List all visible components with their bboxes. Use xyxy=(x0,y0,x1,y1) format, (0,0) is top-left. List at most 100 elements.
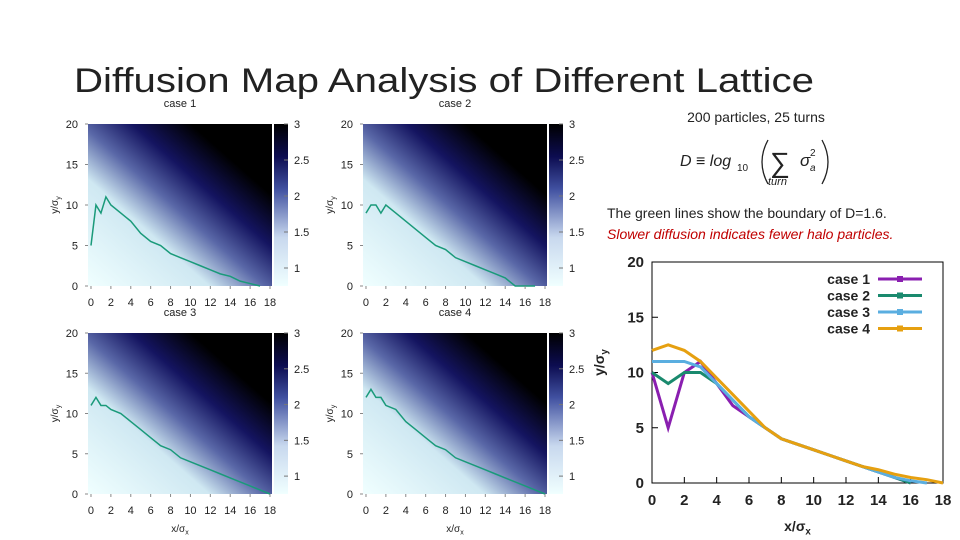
slide-title: Diffusion Map Analysis of Different Latt… xyxy=(74,62,814,100)
info-text: 200 particles, 25 turns xyxy=(687,109,825,125)
x_label-sub: x xyxy=(460,530,464,537)
x_label-sub: x xyxy=(185,530,189,537)
x-tick-label: 12 xyxy=(204,505,216,517)
legend-label: case 1 xyxy=(827,271,870,287)
y-tick-label: 5 xyxy=(72,241,78,253)
x-tick-label: 18 xyxy=(264,297,276,309)
x-tick-label: 18 xyxy=(539,297,551,309)
colorbar xyxy=(274,333,288,494)
legend-marker xyxy=(897,325,903,332)
series-line xyxy=(651,371,912,485)
x-tick-label: 0 xyxy=(363,505,369,517)
heatmap-image xyxy=(363,124,547,286)
colorbar xyxy=(549,124,563,286)
colorbar-tick-label: 3 xyxy=(569,119,575,131)
x-tick-label: 10 xyxy=(805,492,822,509)
colorbar-tick-label: 2.5 xyxy=(569,364,584,376)
series-line xyxy=(650,359,912,485)
series-line xyxy=(651,343,944,485)
x-tick-label: 18 xyxy=(264,505,276,517)
colorbar-tick-label: 2 xyxy=(569,400,575,412)
x-tick-label: 6 xyxy=(423,297,429,309)
x-tick-label: 6 xyxy=(745,492,753,509)
y_label-main: y/σ xyxy=(325,407,336,422)
y_label-sub: y xyxy=(56,196,63,200)
x-tick-label: 2 xyxy=(383,505,389,517)
colorbar-tick-label: 1.5 xyxy=(569,435,584,447)
paren xyxy=(761,139,769,185)
x-tick-label: 4 xyxy=(403,505,409,517)
x-tick-label: 0 xyxy=(88,505,94,517)
x-tick-label: 10 xyxy=(184,297,196,309)
y_label-sub: y xyxy=(56,404,63,408)
y-tick-label: 20 xyxy=(66,328,78,340)
colorbar-tick-label: 2 xyxy=(294,400,300,412)
heatmap-image xyxy=(88,333,272,494)
y_label-main: y/σ xyxy=(50,407,61,422)
x-tick-label: 6 xyxy=(148,505,154,517)
y_label-sub: y xyxy=(331,196,338,200)
y-tick-label: 10 xyxy=(627,365,644,382)
y_label-main: y/σ xyxy=(325,199,336,214)
y-tick-label: 10 xyxy=(66,200,78,212)
colorbar xyxy=(274,124,288,286)
panel-title: case 3 xyxy=(164,307,196,319)
x-tick-label: 4 xyxy=(128,297,134,309)
formula-sum-index: turn xyxy=(768,176,787,188)
colorbar-tick-label: 1.5 xyxy=(294,435,309,447)
colorbar-tick-label: 2 xyxy=(569,191,575,203)
formula-lhs: D ≡ log xyxy=(680,153,731,170)
x-tick-label: 0 xyxy=(648,492,656,509)
x-tick-label: 0 xyxy=(88,297,94,309)
x-tick-label: 16 xyxy=(902,492,919,509)
colorbar-tick-label: 1.5 xyxy=(569,227,584,239)
formula-sum: ∑ xyxy=(770,147,790,178)
note-highlight: Slower diffusion indicates fewer halo pa… xyxy=(607,226,893,242)
y-tick-label: 0 xyxy=(636,475,644,492)
panel-title: case 2 xyxy=(439,98,471,110)
colorbar-tick-label: 3 xyxy=(569,328,575,340)
colorbar-tick-label: 2.5 xyxy=(294,155,309,167)
x-tick-label: 14 xyxy=(224,297,236,309)
boundary-line xyxy=(365,387,546,495)
x-tick-label: 12 xyxy=(479,505,491,517)
y-tick-label: 10 xyxy=(341,200,353,212)
colorbar-tick-label: 3 xyxy=(294,119,300,131)
y-tick-label: 20 xyxy=(341,119,353,131)
y_label: y/σy xyxy=(50,404,63,422)
legend-label: case 4 xyxy=(827,321,870,337)
y_label-main: y/σ xyxy=(50,199,61,214)
x-tick-label: 8 xyxy=(442,297,448,309)
colorbar-tick-label: 1 xyxy=(294,263,300,275)
y-tick-label: 5 xyxy=(347,449,353,461)
x_label-sub: x xyxy=(805,527,811,538)
panel-title: case 4 xyxy=(439,307,471,319)
x-tick-label: 2 xyxy=(383,297,389,309)
x-tick-label: 2 xyxy=(108,297,114,309)
x-tick-label: 14 xyxy=(499,505,511,517)
x-tick-label: 14 xyxy=(870,492,887,509)
colorbar-tick-label: 3 xyxy=(294,328,300,340)
colorbar-tick-label: 1 xyxy=(569,263,575,275)
x-tick-label: 6 xyxy=(148,297,154,309)
x-tick-label: 2 xyxy=(680,492,688,509)
x-tick-label: 4 xyxy=(128,505,134,517)
x-tick-label: 14 xyxy=(499,297,511,309)
y-tick-label: 10 xyxy=(66,409,78,421)
x-tick-label: 12 xyxy=(838,492,855,509)
x-tick-label: 18 xyxy=(935,492,952,509)
y-tick-label: 5 xyxy=(636,420,644,437)
panel-title: case 1 xyxy=(164,98,196,110)
heatmap-image xyxy=(363,333,547,494)
x-tick-label: 16 xyxy=(244,297,256,309)
legend-marker xyxy=(897,276,903,282)
y_label: y/σy xyxy=(50,196,63,214)
formula-sub: 10 xyxy=(737,163,749,174)
y-tick-label: 10 xyxy=(341,409,353,421)
y-tick-label: 15 xyxy=(341,368,353,380)
colorbar-tick-label: 1 xyxy=(294,471,300,483)
x_label-main: x/σ xyxy=(446,524,461,535)
colorbar xyxy=(549,333,563,494)
y-tick-label: 0 xyxy=(347,281,353,293)
y-tick-label: 0 xyxy=(72,489,78,501)
